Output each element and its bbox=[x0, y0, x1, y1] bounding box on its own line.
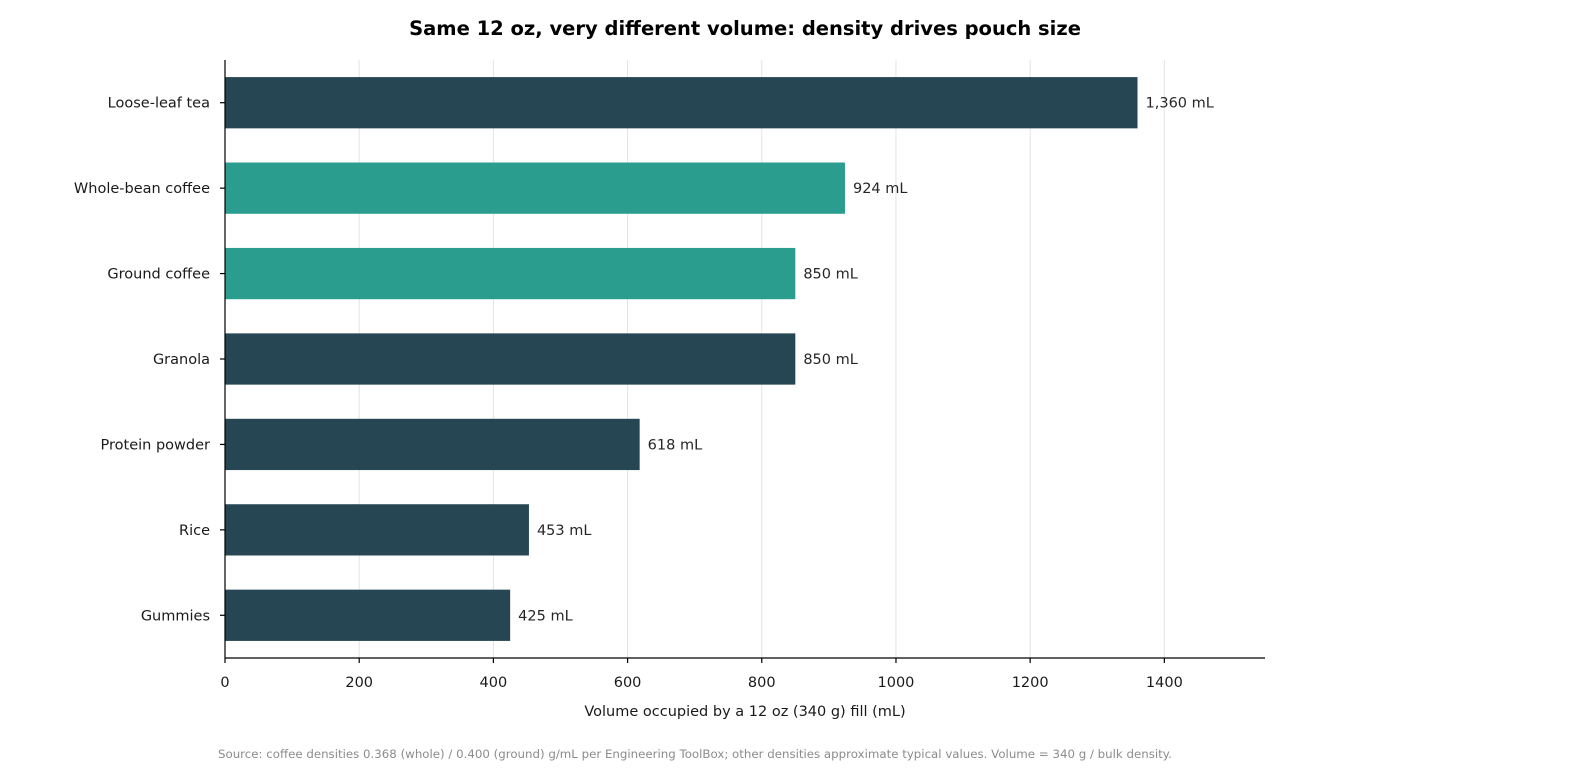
bar bbox=[225, 589, 511, 641]
bar bbox=[225, 504, 529, 556]
x-tick-label: 1000 bbox=[878, 675, 915, 691]
data-label: 924 mL bbox=[853, 181, 908, 197]
x-axis-label: Volume occupied by a 12 oz (340 g) fill … bbox=[584, 704, 905, 720]
bar bbox=[225, 247, 796, 300]
x-tick-label: 1200 bbox=[1012, 675, 1049, 691]
bars bbox=[225, 77, 1138, 641]
data-label: 850 mL bbox=[803, 352, 858, 368]
bar bbox=[225, 77, 1138, 129]
category-label: Rice bbox=[179, 523, 210, 539]
x-tick-label: 200 bbox=[345, 675, 373, 691]
category-label: Granola bbox=[153, 352, 210, 368]
x-tick-label: 600 bbox=[614, 675, 642, 691]
x-tick-label: 800 bbox=[748, 675, 776, 691]
x-tick-label: 0 bbox=[220, 675, 229, 691]
data-label: 618 mL bbox=[648, 437, 703, 453]
bar bbox=[225, 418, 640, 471]
category-label: Loose-leaf tea bbox=[108, 96, 210, 112]
data-labels: Loose-leaf tea 1,360 mL Whole-bean coffee 9… bbox=[74, 96, 1214, 625]
category-label: Whole-bean coffee bbox=[74, 181, 210, 197]
bar bbox=[225, 333, 796, 385]
category-label: Ground coffee bbox=[107, 267, 210, 283]
bar bbox=[225, 162, 845, 214]
source-note: Source: coffee densities 0.368 (whole) /… bbox=[218, 747, 1172, 761]
chart-title: Same 12 oz, very different volume: densi… bbox=[409, 17, 1081, 40]
data-label: 850 mL bbox=[803, 267, 858, 283]
data-label: 425 mL bbox=[518, 608, 573, 624]
data-label: 1,360 mL bbox=[1146, 96, 1214, 112]
category-label: Protein powder bbox=[101, 437, 210, 453]
x-tick-label: 400 bbox=[480, 675, 508, 691]
category-label: Gummies bbox=[141, 608, 210, 624]
data-label: 453 mL bbox=[537, 523, 592, 539]
x-tick-label: 1400 bbox=[1146, 675, 1183, 691]
axes: 0 200 400 600 800 1000 1200 1400 bbox=[220, 60, 1265, 691]
